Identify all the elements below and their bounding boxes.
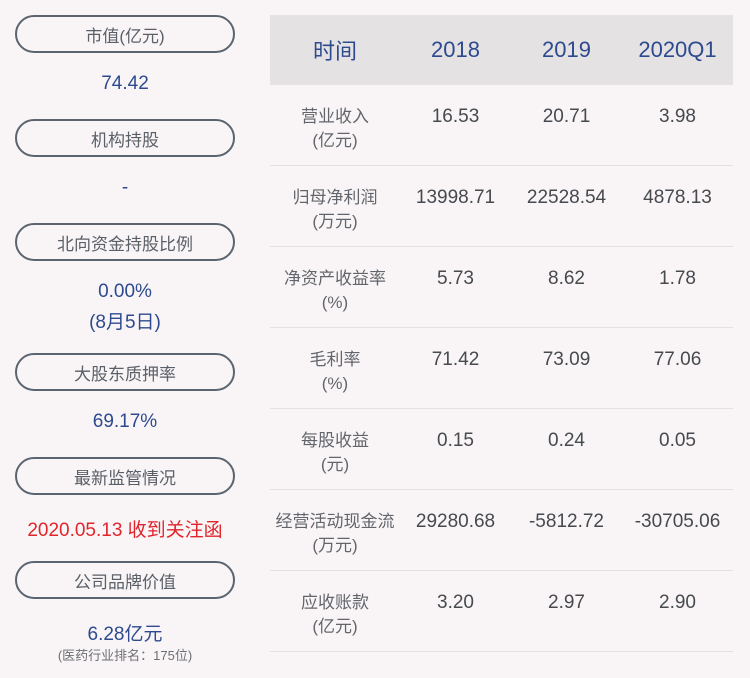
cell: 77.06 [653,349,702,370]
cell: 5.73 [437,268,474,289]
northbound-ratio-value: 0.00% [98,281,152,302]
pledge-ratio-value: 69.17% [92,411,158,432]
cell: 13998.71 [415,187,496,208]
cell: 3.20 [437,592,474,613]
cell: 22528.54 [526,187,607,208]
row-label: 毛利率 (%) [309,350,361,393]
cell: 2.90 [659,592,696,613]
table-row: 经营活动现金流 (万元) 29280.68 -5812.72 -30705.06 [270,490,733,571]
market-cap-value: 74.42 [101,73,149,94]
header-2019: 2019 [542,37,591,62]
financial-table: 时间 2018 2019 2020Q1 营业收入 (亿元) 16.53 20.71… [270,15,733,652]
brand-value-rank: (医药行业排名：175位) [57,648,193,663]
cell: 0.24 [548,430,585,451]
cell: 2.97 [548,592,585,613]
institutional-holding-label: 机构持股 [15,119,235,157]
table-row: 营业收入 (亿元) 16.53 20.71 3.98 [270,85,733,166]
cell: 0.15 [437,430,474,451]
row-label: 经营活动现金流 (万元) [275,512,395,555]
brand-value-value: 6.28亿元 [87,624,163,645]
regulatory-value: 2020.05.13 收到关注函 [27,520,223,541]
pledge-ratio-label: 大股东质押率 [15,353,235,391]
cell: 20.71 [542,106,591,127]
cell: -5812.72 [528,511,604,532]
table-row: 每股收益 (元) 0.15 0.24 0.05 [270,409,733,490]
row-label: 归母净利润 (万元) [292,188,378,231]
cell: 4878.13 [643,187,712,208]
cell: 73.09 [542,349,591,370]
table-header: 时间 2018 2019 2020Q1 [270,15,733,85]
cell: 1.78 [659,268,696,289]
cell: 29280.68 [415,511,496,532]
regulatory-label: 最新监管情况 [15,457,235,495]
market-cap-label: 市值(亿元) [15,15,235,53]
table-row: 归母净利润 (万元) 13998.71 22528.54 4878.13 [270,166,733,247]
table-row: 毛利率 (%) 71.42 73.09 77.06 [270,328,733,409]
header-2018: 2018 [431,37,480,62]
cell: 16.53 [431,106,480,127]
row-label: 应收账款 (亿元) [301,593,369,636]
table-row: 应收账款 (亿元) 3.20 2.97 2.90 [270,571,733,652]
cell: 0.05 [659,430,696,451]
cell: 71.42 [431,349,480,370]
row-label: 净资产收益率 (%) [284,269,386,312]
cell: -30705.06 [634,511,721,532]
brand-value-label: 公司品牌价值 [15,561,235,599]
cell: 3.98 [659,106,696,127]
row-label: 营业收入 (亿元) [301,107,369,150]
northbound-ratio-label: 北向资金持股比例 [15,223,235,261]
header-2020q1: 2020Q1 [638,37,717,62]
table-row: 净资产收益率 (%) 5.73 8.62 1.78 [270,247,733,328]
row-label: 每股收益 (元) [301,431,369,474]
institutional-holding-value: - [121,177,129,198]
cell: 8.62 [548,268,585,289]
header-time: 时间 [312,39,357,64]
northbound-ratio-date: (8月5日) [89,312,161,333]
